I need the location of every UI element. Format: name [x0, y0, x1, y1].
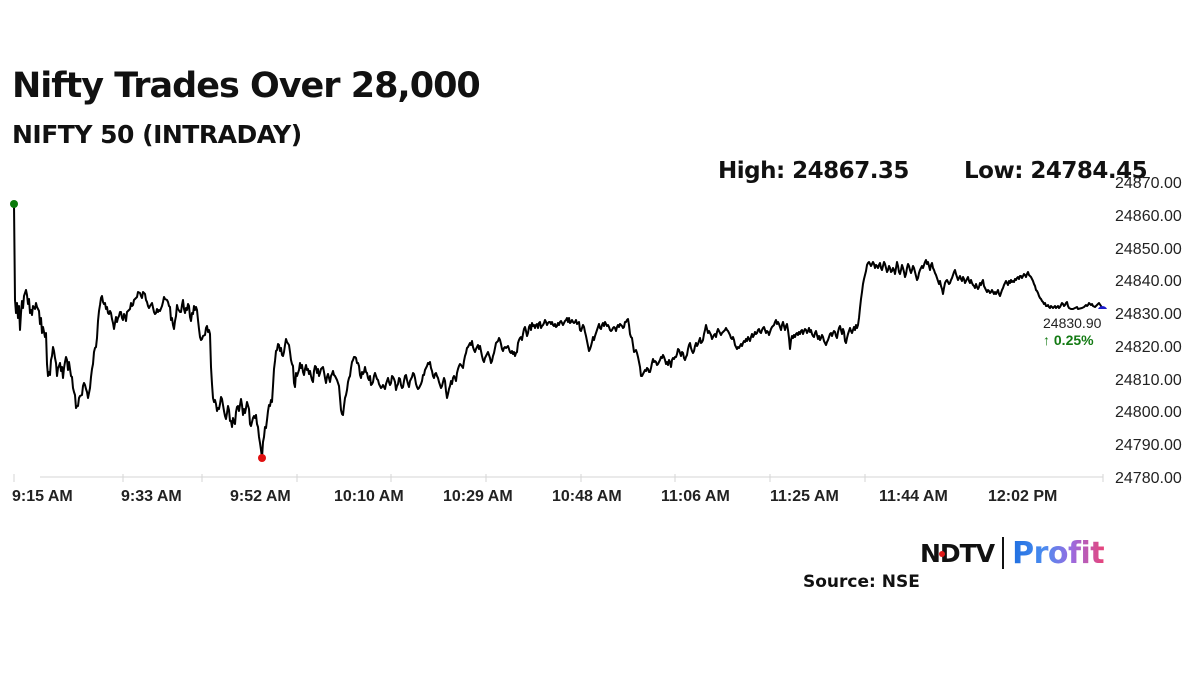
ndtv-red-dot-icon — [939, 550, 945, 557]
low-marker — [258, 454, 266, 462]
source-note: Source: NSE — [803, 572, 920, 592]
y-tick-label: 24810.00 — [1115, 372, 1182, 389]
y-axis-labels: 24870.00 24860.00 24850.00 24840.00 2483… — [1115, 175, 1182, 487]
x-tick-label: 9:52 AM — [230, 488, 291, 505]
chart-title: Nifty Trades Over 28,000 — [12, 66, 481, 106]
change-percent-label: ↑ 0.25% — [1043, 332, 1094, 348]
x-tick-label: 11:44 AM — [879, 488, 948, 505]
x-tick-label: 11:06 AM — [661, 488, 730, 505]
x-tick-label: 10:29 AM — [443, 488, 513, 505]
y-tick-label: 24850.00 — [1115, 241, 1182, 258]
chart-subtitle: NIFTY 50 (INTRADAY) — [12, 120, 302, 149]
last-price-label: 24830.90 — [1043, 315, 1102, 331]
y-tick-label: 24830.00 — [1115, 306, 1182, 323]
x-axis-ticks — [13, 474, 1104, 482]
x-tick-label: 12:02 PM — [988, 488, 1057, 505]
low-value: Low: 24784.45 — [964, 158, 1148, 184]
price-line — [13, 203, 1103, 459]
ndtv-wordmark: NDTV — [920, 538, 995, 568]
profit-wordmark: Profit — [1012, 535, 1105, 571]
logo-separator — [1002, 537, 1005, 569]
y-tick-label: 24780.00 — [1115, 470, 1182, 487]
y-tick-label: 24840.00 — [1115, 273, 1182, 290]
x-tick-label: 9:15 AM — [12, 488, 73, 505]
ndtv-profit-logo: NDTV Profit — [920, 535, 1105, 571]
x-tick-label: 10:10 AM — [334, 488, 404, 505]
y-tick-label: 24870.00 — [1115, 175, 1182, 192]
x-tick-label: 10:48 AM — [552, 488, 622, 505]
last-price-marker — [1098, 306, 1107, 309]
ndtv-text: NDTV — [920, 538, 995, 568]
x-tick-label: 9:33 AM — [121, 488, 182, 505]
y-tick-label: 24790.00 — [1115, 437, 1182, 454]
x-tick-label: 11:25 AM — [770, 488, 839, 505]
x-axis-labels: 9:15 AM 9:33 AM 9:52 AM 10:10 AM 10:29 A… — [12, 488, 1057, 505]
y-tick-label: 24800.00 — [1115, 404, 1182, 421]
y-tick-label: 24820.00 — [1115, 339, 1182, 356]
high-value: High: 24867.35 — [718, 158, 909, 184]
y-tick-label: 24860.00 — [1115, 208, 1182, 225]
high-marker — [10, 200, 18, 208]
